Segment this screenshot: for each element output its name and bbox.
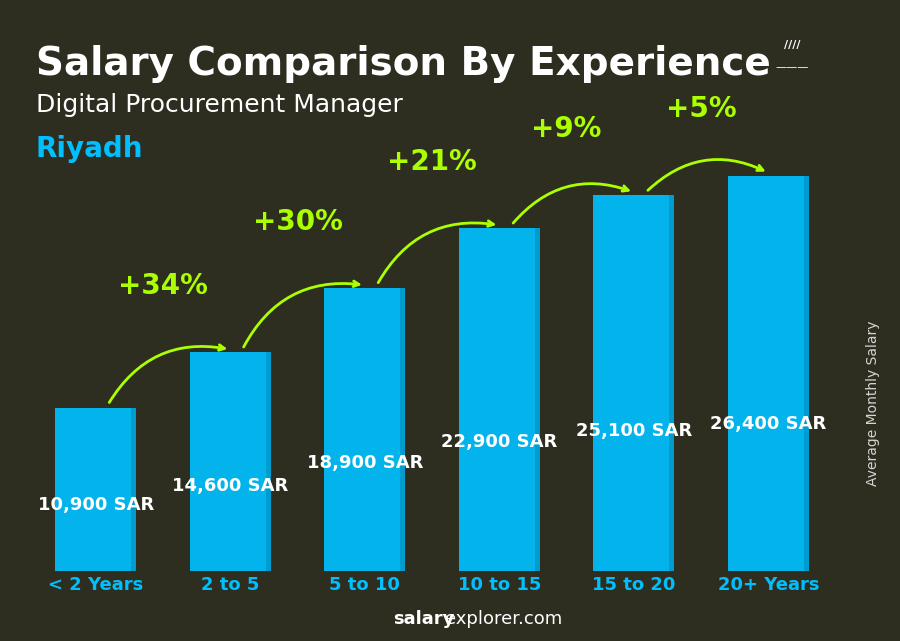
Text: 10,900 SAR: 10,900 SAR bbox=[38, 496, 154, 514]
Text: salaryexplorer.com: salaryexplorer.com bbox=[0, 640, 1, 641]
Text: +30%: +30% bbox=[253, 208, 342, 236]
Text: ———: ——— bbox=[775, 62, 809, 72]
Bar bbox=[593, 196, 674, 571]
Text: explorer.com: explorer.com bbox=[446, 610, 562, 628]
Text: 14,600 SAR: 14,600 SAR bbox=[172, 476, 288, 495]
Bar bbox=[56, 408, 136, 571]
Text: Digital Procurement Manager: Digital Procurement Manager bbox=[36, 93, 403, 117]
Bar bbox=[324, 288, 405, 571]
Text: +21%: +21% bbox=[387, 148, 477, 176]
Text: +5%: +5% bbox=[666, 96, 736, 123]
Bar bbox=[400, 288, 405, 571]
Bar bbox=[670, 196, 674, 571]
Text: 26,400 SAR: 26,400 SAR bbox=[710, 415, 826, 433]
Bar bbox=[266, 353, 271, 571]
Bar bbox=[728, 176, 808, 571]
Text: Average Monthly Salary: Average Monthly Salary bbox=[866, 320, 880, 486]
Text: Salary Comparison By Experience: Salary Comparison By Experience bbox=[36, 45, 770, 83]
Bar bbox=[535, 228, 540, 571]
Text: ////: //// bbox=[784, 40, 800, 50]
Bar bbox=[804, 176, 808, 571]
Text: 18,900 SAR: 18,900 SAR bbox=[307, 454, 423, 472]
Text: 25,100 SAR: 25,100 SAR bbox=[576, 422, 692, 440]
Bar bbox=[190, 353, 271, 571]
Text: +34%: +34% bbox=[118, 272, 208, 300]
Text: salary: salary bbox=[393, 610, 454, 628]
Bar bbox=[459, 228, 540, 571]
Text: +9%: +9% bbox=[531, 115, 602, 143]
Text: 22,900 SAR: 22,900 SAR bbox=[441, 433, 557, 451]
Text: Riyadh: Riyadh bbox=[36, 135, 143, 163]
Bar bbox=[131, 408, 136, 571]
